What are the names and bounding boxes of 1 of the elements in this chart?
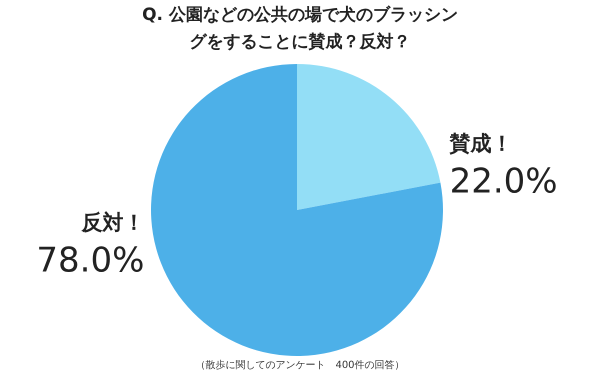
title: Q. 公園などの公共の場で犬のブラッシングをすることに賛成？反対？ xyxy=(141,4,459,54)
